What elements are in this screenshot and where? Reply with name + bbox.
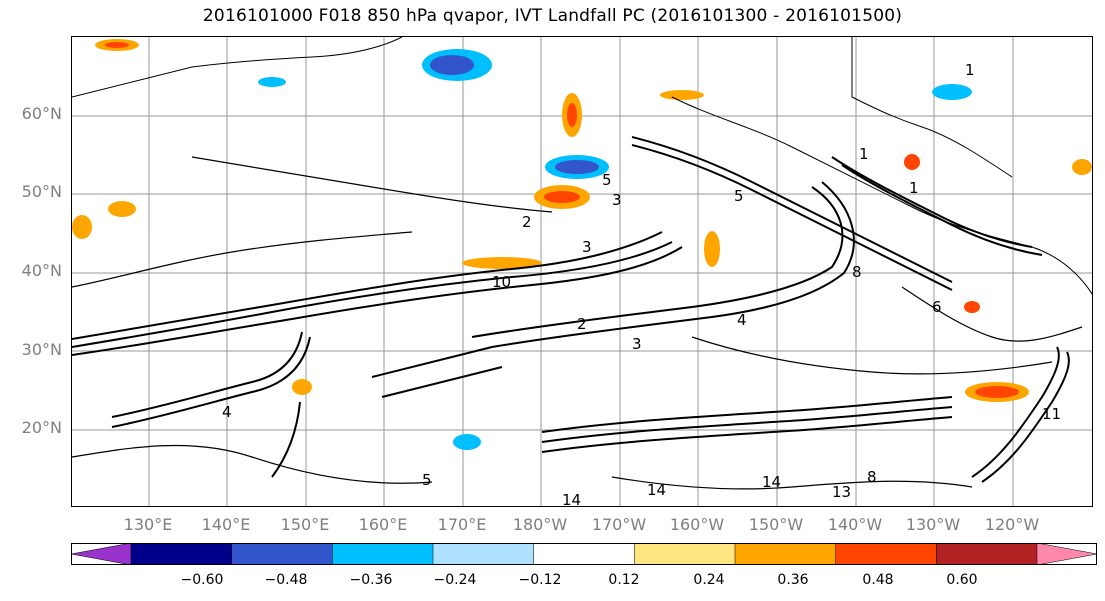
colorbar-tick-label: −0.12 [518,572,562,588]
contour-label: 10 [492,273,511,291]
contour-label: 1 [909,179,919,197]
contour-label: 11 [1042,405,1061,423]
lon-label: 170°W [591,515,647,534]
contour-label: 8 [867,468,877,486]
contour-label: 4 [737,311,747,329]
contour-label: 8 [852,263,862,281]
colorbar-border [71,543,1097,565]
contour-label: 5 [734,187,744,205]
colorbar-segment [71,543,132,565]
lon-label: 150°E [280,515,330,534]
contour-label: 6 [932,298,942,316]
colorbar-segment [231,543,334,565]
contour-label: 4 [222,403,232,421]
colorbar-tick-label: 0.60 [946,572,978,588]
contour-label: 14 [647,481,666,499]
contour-label: 13 [832,483,851,501]
qvapor-anomaly-shading [72,39,1092,450]
contour-label: 14 [762,473,781,491]
colorbar-segment [332,543,434,565]
colorbar-tick-label: 0.12 [608,572,640,588]
lon-label: 130°E [123,515,173,534]
colorbar-tick-label: −0.36 [349,572,393,588]
colorbar-segment [835,543,938,565]
contour-label: 1 [859,145,869,163]
contour-label: 5 [422,471,432,489]
colorbar-segment [634,543,736,565]
ivt-contours-thin [72,156,1083,490]
lon-label: 140°E [201,515,251,534]
colorbar [71,543,1097,565]
map-canvas: 1 1 1 5 5 3 2 3 10 2 3 4 5 8 6 4 11 14 1… [72,37,1092,507]
coastlines [72,37,1092,295]
ivt-contours [72,136,1070,483]
colorbar-segment [432,543,535,565]
lon-label: 160°E [358,515,408,534]
contour-label: 2 [522,213,532,231]
contour-label: 3 [632,335,642,353]
colorbar-tick-label: −0.60 [180,572,224,588]
contour-label: 5 [602,171,612,189]
colorbar-segment [533,543,636,565]
lon-label: 140°W [827,515,883,534]
graticule [72,37,1092,506]
lat-label: 20°N [21,418,62,437]
lon-label: 180°W [512,515,568,534]
contour-labels: 1 1 1 5 5 3 2 3 10 2 3 4 5 8 6 4 11 14 1… [222,61,1061,507]
colorbar-segment [936,543,1038,565]
colorbar-tick-label: 0.48 [862,572,894,588]
lat-label: 50°N [21,182,62,201]
lon-label: 130°W [905,515,961,534]
lat-label: 40°N [21,261,62,280]
lat-label: 60°N [21,104,62,123]
map-panel: 1 1 1 5 5 3 2 3 10 2 3 4 5 8 6 4 11 14 1… [71,36,1093,507]
lon-label: 150°W [748,515,804,534]
contour-label: 1 [965,61,975,79]
colorbar-tick-label: 0.24 [693,572,725,588]
colorbar-tick-label: −0.24 [433,572,477,588]
map-title: 2016101000 F018 850 hPa qvapor, IVT Land… [202,6,903,26]
lat-label: 30°N [21,340,62,359]
colorbar-segment [130,543,233,565]
colorbar-segment [734,543,837,565]
contour-label: 3 [582,238,592,256]
lon-label: 160°W [669,515,725,534]
colorbar-tick-label: 0.36 [777,572,809,588]
colorbar-tick-label: −0.48 [264,572,308,588]
contour-label: 3 [612,191,622,209]
colorbar-segment [1036,543,1097,565]
contour-label: 14 [562,491,581,507]
lon-label: 170°E [437,515,487,534]
lon-label: 120°W [984,515,1040,534]
contour-label: 2 [577,315,587,333]
colorbar-segments [71,543,1097,565]
